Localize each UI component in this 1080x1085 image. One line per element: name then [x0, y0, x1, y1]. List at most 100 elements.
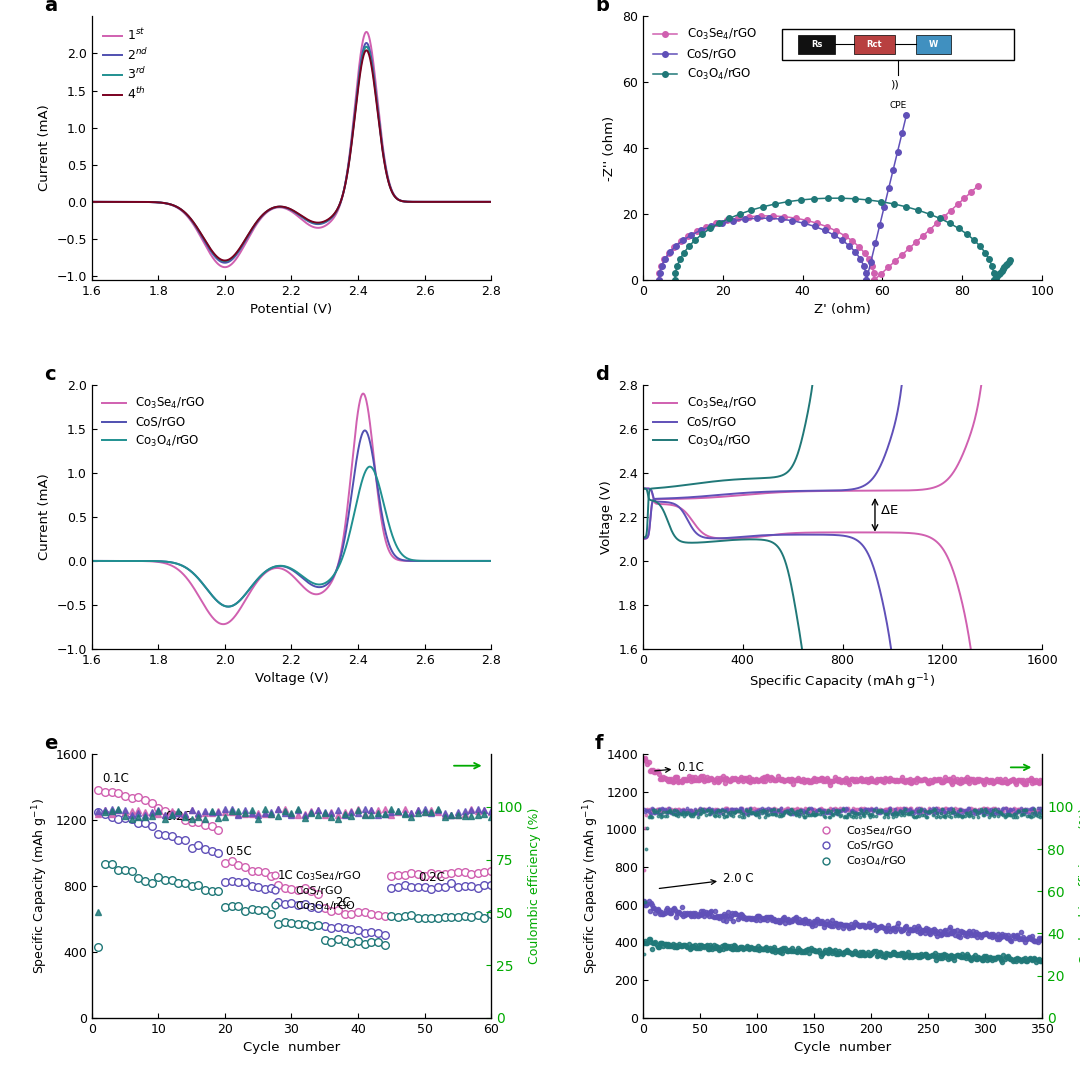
- Co$_3$Se$_4$/rGO: [876, 484, 889, 497]
- Co$_3$Se$_4$/rGO: [778, 486, 791, 499]
- CoS/rGO: [745, 486, 758, 499]
- CoS/rGO: [313, 580, 326, 593]
- Co$_3$O$_4$/rGO: [998, 260, 1011, 273]
- Co$_3$O$_4$/rGO: [733, 207, 746, 220]
- Co$_3$O$_4$/rGO: [713, 217, 726, 230]
- Co$_3$O$_4$/rGO: [987, 267, 1000, 280]
- Co$_3$O$_4$/rGO: [944, 217, 957, 230]
- Co$_3$O$_4$/rGO: [117, 554, 130, 567]
- Co$_3$O$_4$/rGO: [923, 207, 936, 220]
- Co$_3$O$_4$/rGO: [636, 531, 649, 544]
- Line: 2$^{nd}$: 2$^{nd}$: [92, 43, 491, 263]
- Co$_3$Se$_4$/rGO: [270, 561, 283, 574]
- X-axis label: Voltage (V): Voltage (V): [255, 673, 328, 686]
- Text: $\Delta$E: $\Delta$E: [880, 503, 899, 516]
- CoS/rGO: [860, 273, 873, 286]
- 1$^{st}$: [218, 260, 231, 273]
- 3$^{rd}$: [117, 195, 130, 208]
- Co$_3$Se$_4$/rGO: [831, 225, 843, 238]
- CoS/rGO: [774, 213, 787, 226]
- Co$_3$O$_4$/rGO: [1001, 257, 1014, 270]
- Co$_3$O$_4$/rGO: [993, 268, 1005, 281]
- Co$_3$O$_4$/rGO: [674, 253, 687, 266]
- CoS/rGO: [485, 554, 498, 567]
- Co$_3$Se$_4$/rGO: [868, 273, 881, 286]
- Line: Co$_3$O$_4$/rGO: Co$_3$O$_4$/rGO: [672, 195, 1013, 282]
- Co$_3$O$_4$/rGO: [968, 233, 981, 246]
- Co$_3$Se$_4$/rGO: [681, 229, 694, 242]
- 4$^{th}$: [255, 209, 268, 222]
- Co$_3$Se$_4$/rGO: [658, 253, 671, 266]
- 1$^{st}$: [117, 195, 130, 208]
- Co$_3$Se$_4$/rGO: [652, 273, 665, 286]
- X-axis label: Z' (ohm): Z' (ohm): [814, 303, 870, 316]
- Co$_3$Se$_4$/rGO: [313, 587, 326, 600]
- Line: CoS/rGO: CoS/rGO: [656, 113, 909, 282]
- CoS/rGO: [874, 218, 887, 231]
- 1$^{st}$: [85, 195, 98, 208]
- Co$_3$Se$_4$/rGO: [766, 209, 779, 222]
- CoS/rGO: [849, 245, 862, 258]
- Co$_3$Se$_4$/rGO: [909, 484, 922, 497]
- Co$_3$O$_4$/rGO: [756, 201, 769, 214]
- Co$_3$Se$_4$/rGO: [264, 563, 276, 576]
- CoS/rGO: [860, 266, 873, 279]
- CoS/rGO: [704, 220, 717, 233]
- Co$_3$Se$_4$/rGO: [653, 267, 666, 280]
- 2$^{nd}$: [85, 195, 98, 208]
- Co$_3$O$_4$/rGO: [989, 271, 1002, 284]
- 1$^{st}$: [485, 195, 498, 208]
- Co$_3$O$_4$/rGO: [689, 233, 702, 246]
- 3$^{rd}$: [264, 203, 276, 216]
- X-axis label: Specific Capacity (mAh g$^{-1}$): Specific Capacity (mAh g$^{-1}$): [750, 673, 935, 692]
- Co$_3$Se$_4$/rGO: [909, 235, 922, 248]
- Co$_3$Se$_4$/rGO: [882, 260, 895, 273]
- Co$_3$Se$_4$/rGO: [951, 197, 964, 210]
- Co$_3$O$_4$/rGO: [485, 554, 498, 567]
- 1$^{st}$: [133, 195, 146, 208]
- CoS/rGO: [860, 273, 873, 286]
- CoS/rGO: [677, 233, 690, 246]
- Co$_3$Se$_4$/rGO: [915, 483, 928, 496]
- Text: b: b: [595, 0, 609, 15]
- Co$_3$O$_4$/rGO: [849, 192, 862, 205]
- Co$_3$O$_4$/rGO: [669, 267, 681, 280]
- Co$_3$O$_4$/rGO: [710, 475, 723, 488]
- Co$_3$Se$_4$/rGO: [867, 267, 880, 280]
- Co$_3$O$_4$/rGO: [760, 471, 773, 484]
- Co$_3$O$_4$/rGO: [677, 246, 690, 259]
- Line: Co$_3$O$_4$/rGO: Co$_3$O$_4$/rGO: [92, 467, 491, 607]
- 3$^{rd}$: [133, 195, 146, 208]
- Co$_3$O$_4$/rGO: [821, 192, 834, 205]
- Co$_3$O$_4$/rGO: [669, 273, 681, 286]
- CoS/rGO: [858, 259, 870, 272]
- Y-axis label: Current (mA): Current (mA): [38, 104, 51, 191]
- Co$_3$O$_4$/rGO: [1002, 255, 1015, 268]
- CoS/rGO: [738, 213, 751, 226]
- Co$_3$Se$_4$/rGO: [800, 214, 813, 227]
- CoS/rGO: [797, 217, 810, 230]
- Y-axis label: Current (mA): Current (mA): [38, 474, 51, 560]
- Co$_3$O$_4$/rGO: [974, 240, 987, 253]
- Co$_3$Se$_4$/rGO: [986, 308, 999, 321]
- Co$_3$O$_4$/rGO: [875, 195, 888, 208]
- Co$_3$Se$_4$/rGO: [865, 259, 878, 272]
- Co$_3$Se$_4$/rGO: [958, 192, 971, 205]
- CoS/rGO: [664, 492, 677, 505]
- CoS/rGO: [359, 424, 372, 437]
- Co$_3$O$_4$/rGO: [912, 204, 924, 217]
- CoS/rGO: [652, 273, 665, 286]
- Legend: Co$_3$Se$_4$/rGO, CoS/rGO, Co$_3$O$_4$/rGO: Co$_3$Se$_4$/rGO, CoS/rGO, Co$_3$O$_4$/r…: [259, 865, 366, 918]
- CoS/rGO: [895, 127, 908, 140]
- Text: 2C: 2C: [335, 896, 351, 909]
- Co$_3$Se$_4$/rGO: [85, 554, 98, 567]
- Legend: Co$_3$Se$_4$/rGO, CoS/rGO, Co$_3$O$_4$/rGO: Co$_3$Se$_4$/rGO, CoS/rGO, Co$_3$O$_4$/r…: [649, 22, 761, 87]
- CoS/rGO: [255, 569, 268, 582]
- Co$_3$O$_4$/rGO: [995, 265, 1008, 278]
- Y-axis label: Voltage (V): Voltage (V): [599, 481, 612, 553]
- Line: 1$^{st}$: 1$^{st}$: [92, 31, 491, 267]
- Co$_3$O$_4$/rGO: [744, 204, 757, 217]
- Co$_3$O$_4$/rGO: [777, 469, 789, 482]
- CoS/rGO: [715, 217, 728, 230]
- Co$_3$O$_4$/rGO: [1003, 254, 1016, 267]
